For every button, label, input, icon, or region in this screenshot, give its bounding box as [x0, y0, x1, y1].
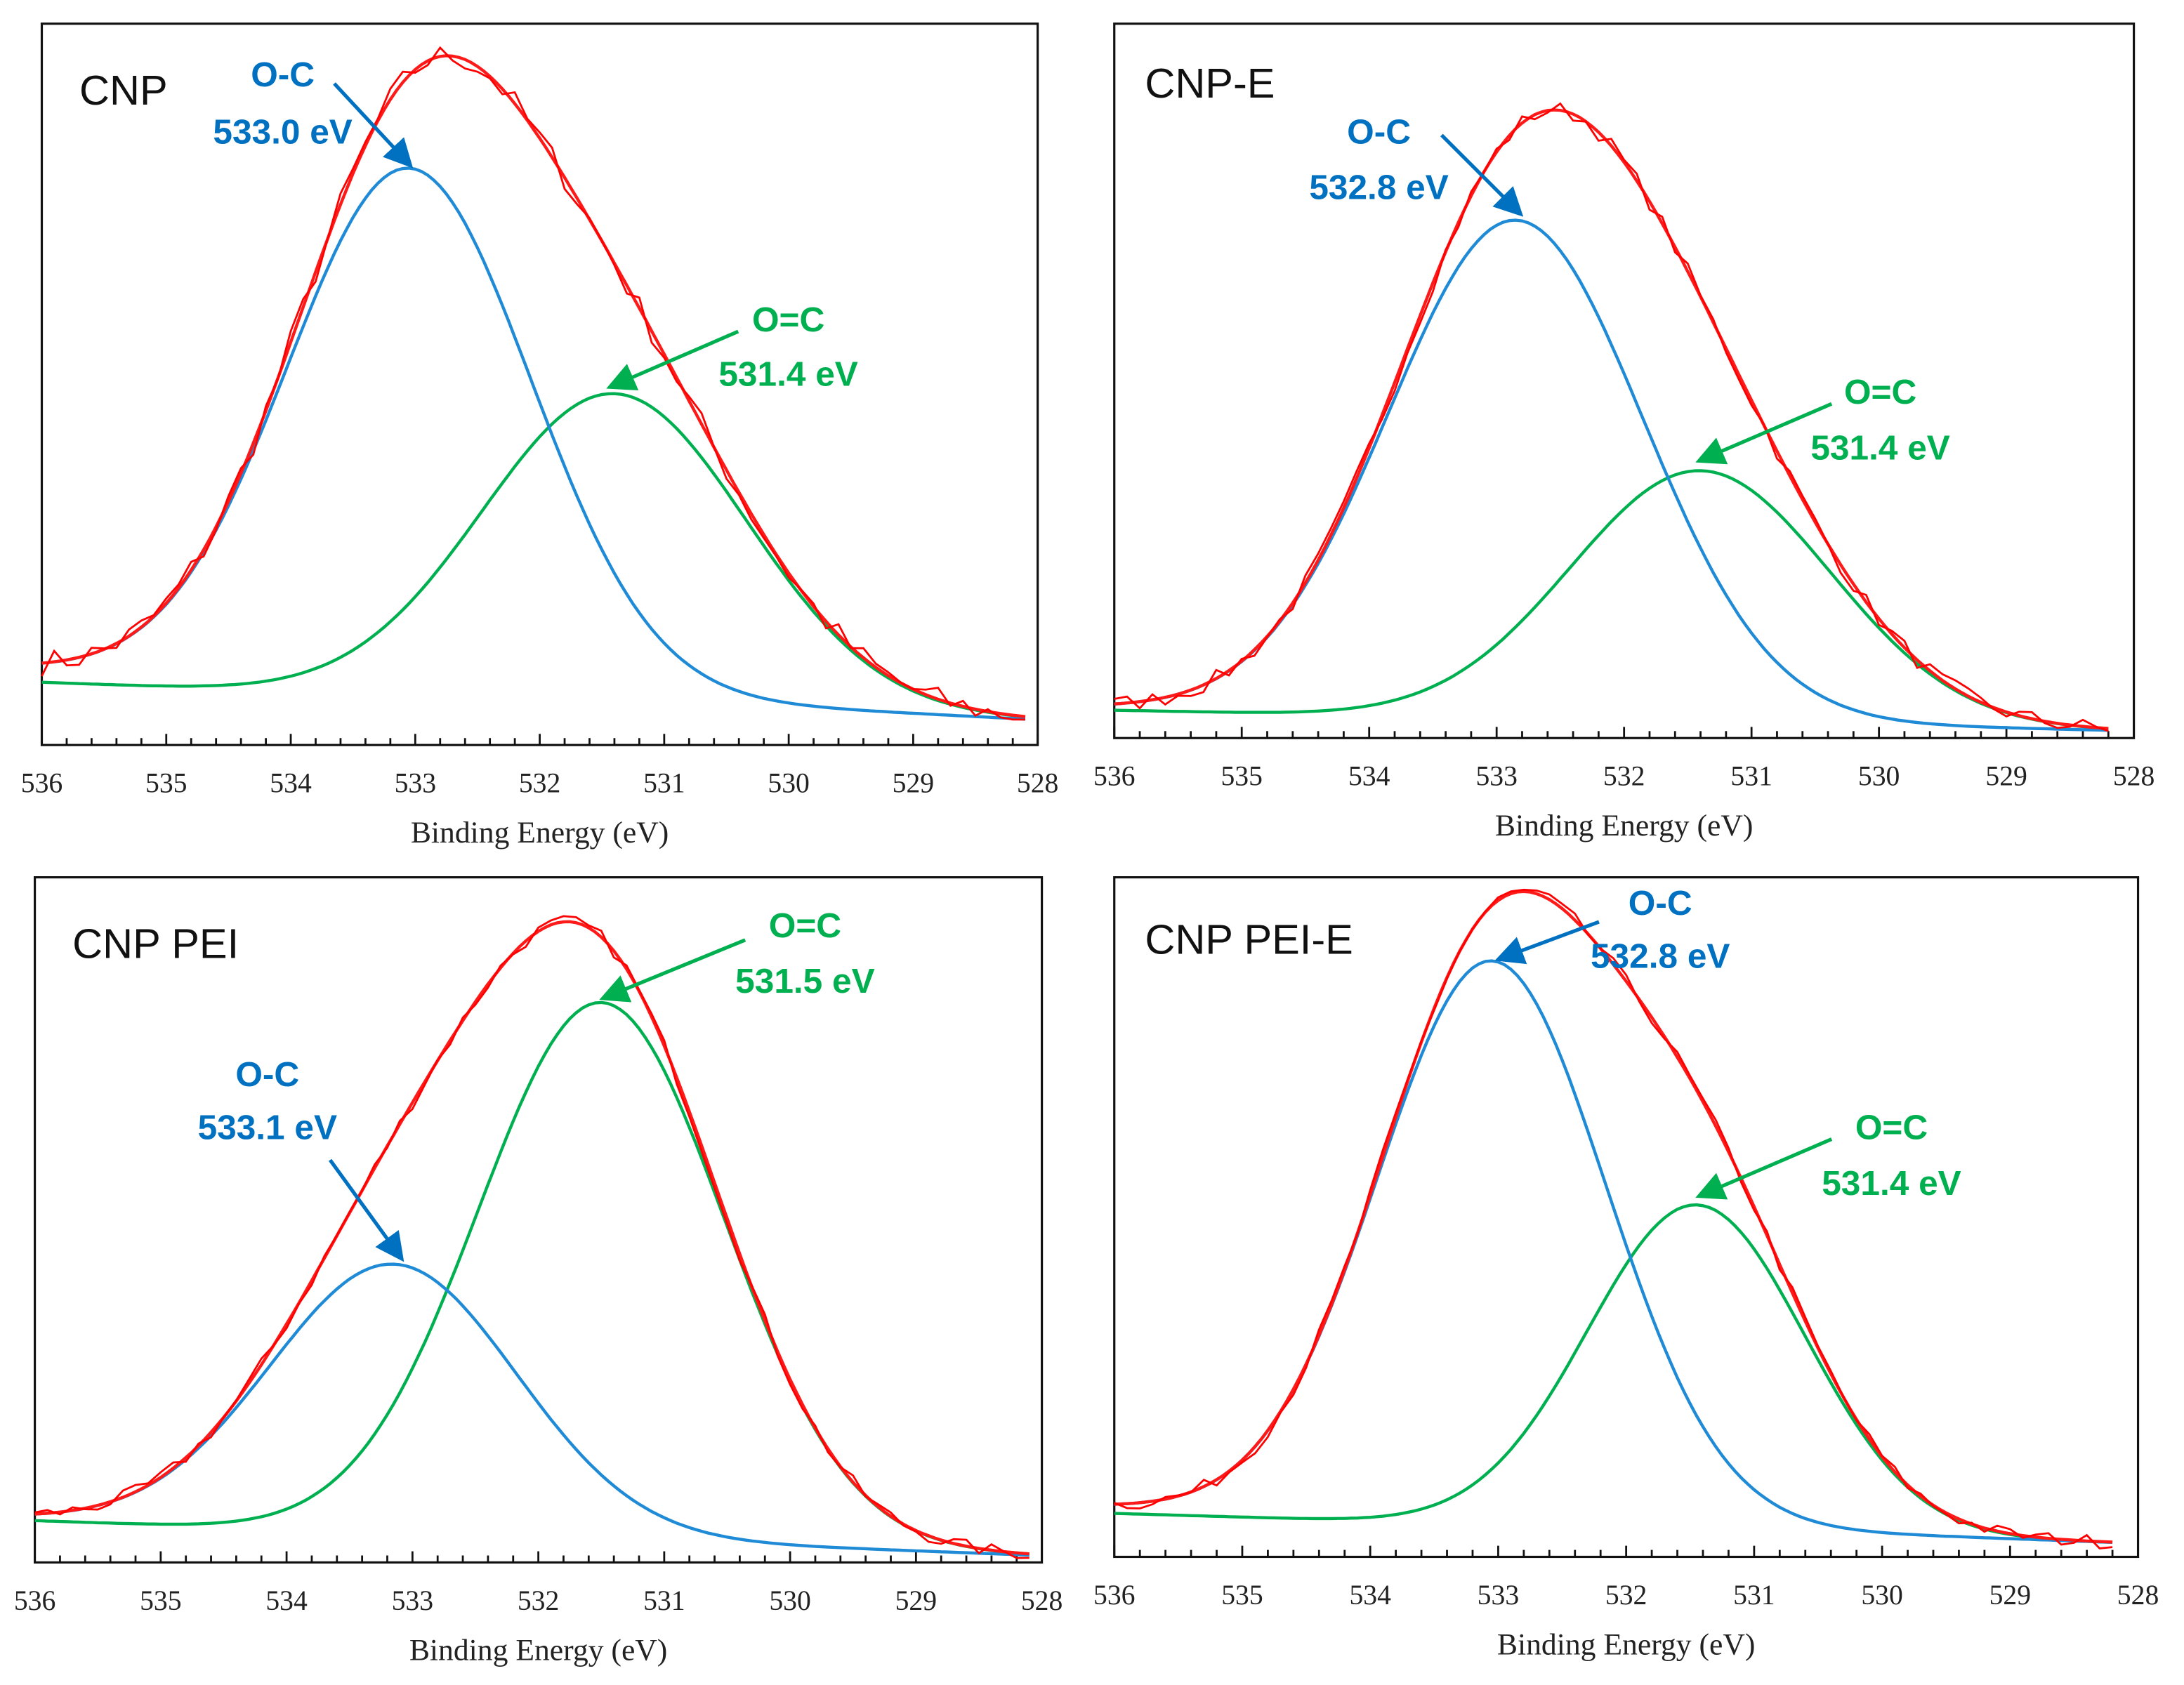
x-tick-label: 528: [1021, 1585, 1063, 1616]
plot-frame: [40, 22, 1039, 746]
x-tick-label: 532: [519, 768, 560, 799]
x-tick-label: 531: [643, 768, 685, 799]
x-tick-label: 536: [1093, 761, 1135, 792]
plot-frame: [1113, 22, 2136, 739]
raw-data-curve: [1114, 102, 2109, 732]
annotation-energy-o-dbl-c: 531.5 eV: [735, 961, 874, 1000]
x-tick-label: 531: [643, 1585, 685, 1616]
x-tick-label: 530: [1858, 761, 1900, 792]
x-tick-label: 534: [265, 1585, 308, 1616]
annotation-label-o-dbl-c: O=C: [1855, 1107, 1928, 1147]
x-tick-label: 536: [1093, 1580, 1135, 1611]
component-curve-o-c: [34, 1262, 1029, 1557]
annotation-energy-o-dbl-c: 531.4 eV: [1822, 1163, 1961, 1203]
x-axis-title: Binding Energy (eV): [411, 816, 669, 850]
x-tick-label: 532: [518, 1585, 559, 1616]
x-tick-label: 535: [1221, 761, 1262, 792]
x-tick-label: 535: [145, 768, 187, 799]
annotation-arrow-o-c: [1440, 133, 1524, 217]
annotation-arrow-o-c: [328, 1158, 404, 1262]
annotation-arrow-o-c: [1494, 920, 1600, 965]
x-tick-label: 535: [140, 1585, 181, 1616]
panel-title: CNP PEI-E: [1145, 916, 1353, 963]
x-tick-label: 531: [1730, 761, 1772, 792]
annotation-label-o-dbl-c: O=C: [1844, 372, 1916, 411]
annotation-arrow-o-c: [333, 82, 414, 168]
x-tick-label: 531: [1733, 1580, 1775, 1611]
chart-panel-cnp-pei-e: 536 535 534 533 532 531 530 529 528 Binding Energ…: [1093, 875, 2159, 1661]
x-tick-label: 533: [392, 1585, 433, 1616]
x-tick-label: 536: [21, 768, 63, 799]
x-tick-label: 529: [893, 768, 934, 799]
envelope-fit-curve: [41, 54, 1026, 718]
component-curve-o-dbl-c: [1114, 469, 2109, 730]
chart-panel-cnp: 536 535 534 533 532 531 530 529 528 Binding Energ…: [21, 22, 1058, 850]
annotation-arrow-o-dbl-c: [1695, 402, 1833, 465]
annotation-arrow-o-dbl-c: [1695, 1137, 1833, 1200]
x-tick-label: 532: [1605, 1580, 1647, 1611]
chart-panel-cnp-e: 536 535 534 533 532 531 530 529 528 Binding Energ…: [1093, 22, 2155, 842]
x-tick-label: 530: [1861, 1580, 1902, 1611]
raw-data-curve: [41, 46, 1025, 721]
x-tick-label: 532: [1603, 761, 1645, 792]
x-tick-label: 529: [1989, 1580, 2031, 1611]
annotation-energy-o-c: 532.8 eV: [1591, 937, 1730, 976]
annotation-label-o-c: O-C: [235, 1055, 299, 1094]
annotation-energy-o-c: 533.1 eV: [198, 1107, 337, 1147]
x-tick-label: 534: [270, 768, 312, 799]
x-axis-title: Binding Energy (eV): [1495, 809, 1754, 842]
annotation-label-o-c: O-C: [1629, 883, 1692, 923]
annotation-energy-o-dbl-c: 531.4 eV: [718, 354, 857, 393]
annotation-arrow-o-dbl-c: [599, 938, 746, 1003]
x-tick-label: 530: [768, 768, 809, 799]
x-tick-label: 533: [1475, 761, 1517, 792]
x-tick-label: 528: [2117, 1580, 2159, 1611]
x-tick-label: 529: [1985, 761, 2027, 792]
annotation-energy-o-c: 533.0 eV: [213, 112, 352, 151]
panel-title: CNP: [79, 67, 168, 114]
annotation-label-o-dbl-c: O=C: [769, 906, 841, 945]
raw-data-curve: [34, 915, 1029, 1559]
x-tick-label: 534: [1348, 761, 1390, 792]
x-tick-label: 529: [895, 1585, 937, 1616]
annotation-energy-o-c: 532.8 eV: [1309, 168, 1448, 207]
x-axis-title: Binding Energy (eV): [409, 1633, 668, 1667]
plot-frame: [1113, 875, 2140, 1559]
panel-title: CNP PEI: [72, 920, 239, 967]
annotation-arrow-o-dbl-c: [606, 329, 739, 391]
x-tick-label: 530: [769, 1585, 810, 1616]
x-tick-label: 528: [2113, 761, 2155, 792]
x-tick-label: 535: [1221, 1580, 1263, 1611]
x-tick-label: 536: [14, 1585, 55, 1616]
x-tick-label: 533: [395, 768, 436, 799]
panel-title: CNP-E: [1145, 60, 1275, 107]
x-tick-label: 534: [1349, 1580, 1391, 1611]
annotation-energy-o-dbl-c: 531.4 eV: [1810, 428, 1949, 468]
plot-frame: [33, 875, 1044, 1564]
x-axis-title: Binding Energy (eV): [1497, 1627, 1756, 1661]
annotation-label-o-c: O-C: [1347, 112, 1411, 151]
raw-data-curve: [1114, 888, 2113, 1549]
annotation-label-o-c: O-C: [251, 55, 315, 94]
x-tick-label: 528: [1017, 768, 1058, 799]
component-curve-o-dbl-c: [41, 392, 1026, 719]
x-tick-label: 533: [1478, 1580, 1519, 1611]
chart-panel-cnp-pei: 536 535 534 533 532 531 530 529 528 Binding Energ…: [14, 875, 1063, 1667]
annotation-label-o-dbl-c: O=C: [752, 300, 824, 339]
